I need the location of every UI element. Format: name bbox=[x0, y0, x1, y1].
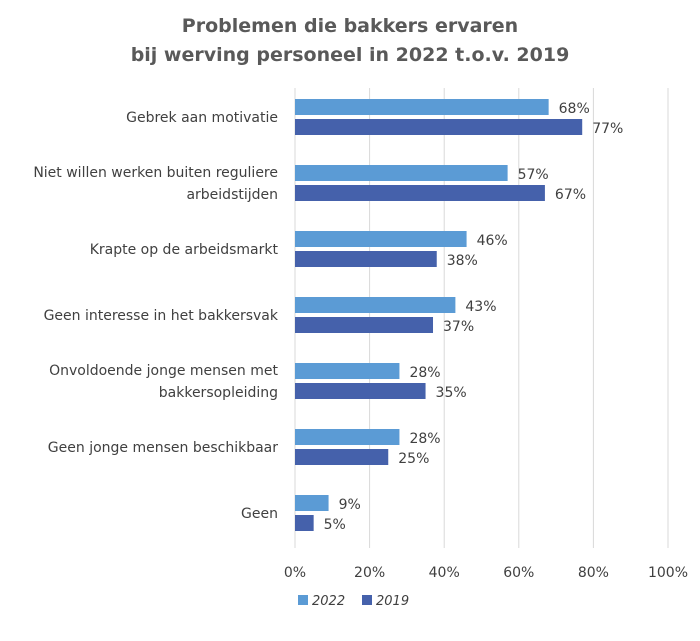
category-label: Onvoldoende jonge mensen met bbox=[49, 363, 278, 379]
data-label-2019: 67% bbox=[555, 187, 586, 203]
x-tick-label: 100% bbox=[648, 565, 688, 581]
category-label: Gebrek aan motivatie bbox=[126, 110, 278, 126]
legend: 2022 2019 bbox=[298, 594, 409, 609]
data-label-2022: 46% bbox=[477, 233, 508, 249]
bar-2019 bbox=[295, 449, 389, 465]
bars: 68%77% 57% 67% 46% 38% 43% 37% 28% 35% 28% 25% 9% 5% bbox=[295, 99, 623, 533]
bar-2022 bbox=[295, 165, 508, 181]
data-label-2022: 28% bbox=[409, 365, 440, 381]
data-label-2019: 38% bbox=[447, 253, 478, 269]
bar-2019 bbox=[295, 515, 314, 531]
chart-title: Problemen die bakkers ervaren bij werving… bbox=[131, 15, 570, 66]
bar-2022 bbox=[295, 495, 329, 511]
data-label-2022: 68% bbox=[559, 101, 590, 117]
data-label-2022: 43% bbox=[465, 299, 496, 315]
bar-2019 bbox=[295, 185, 545, 201]
category-label: Krapte op de arbeidsmarkt bbox=[90, 242, 279, 258]
bar-2019 bbox=[295, 383, 426, 399]
legend-swatch-2019 bbox=[362, 595, 372, 605]
x-tick-label: 20% bbox=[354, 565, 385, 581]
legend-swatch-2022 bbox=[298, 595, 308, 605]
data-label-2019: 5% bbox=[324, 517, 346, 533]
category-label: arbeidstijden bbox=[186, 187, 278, 203]
category-label: Geen bbox=[241, 506, 278, 522]
x-tick-label: 40% bbox=[429, 565, 460, 581]
category-label: Geen interesse in het bakkersvak bbox=[44, 308, 279, 324]
legend-label-2019: 2019 bbox=[376, 594, 409, 609]
data-label-2022: 28% bbox=[409, 431, 440, 447]
x-tick-label: 80% bbox=[578, 565, 609, 581]
chart-title-line: bij werving personeel in 2022 t.o.v. 201… bbox=[131, 44, 570, 66]
bar-2022 bbox=[295, 99, 549, 115]
category-label: Niet willen werken buiten reguliere bbox=[33, 165, 278, 181]
x-axis-tick-labels: 0% 20% 40% 60% 80% 100% bbox=[284, 565, 688, 581]
bar-2022 bbox=[295, 363, 400, 379]
bar-2019 bbox=[295, 317, 434, 333]
data-label-2022: 9% bbox=[339, 497, 361, 513]
data-label-2019: 35% bbox=[436, 385, 467, 401]
chart-title-line: Problemen die bakkers ervaren bbox=[182, 15, 518, 37]
category-label: bakkersopleiding bbox=[159, 385, 278, 401]
bar-2019 bbox=[295, 119, 583, 135]
bar-2022 bbox=[295, 429, 400, 445]
category-label: Geen jonge mensen beschikbaar bbox=[48, 440, 278, 456]
gridlines bbox=[294, 88, 669, 548]
data-label-2022: 57% bbox=[518, 167, 549, 183]
x-tick-label: 0% bbox=[284, 565, 306, 581]
data-label-2019: 25% bbox=[398, 451, 429, 467]
data-label-2019: 37% bbox=[443, 319, 474, 335]
category-labels: Gebrek aan motivatie Niet willen werken b… bbox=[33, 110, 279, 522]
bar-2022 bbox=[295, 231, 467, 247]
legend-label-2022: 2022 bbox=[312, 594, 345, 609]
bar-2019 bbox=[295, 251, 437, 267]
x-tick-label: 60% bbox=[503, 565, 534, 581]
data-label-2019: 77% bbox=[592, 121, 623, 137]
bar-2022 bbox=[295, 297, 456, 313]
